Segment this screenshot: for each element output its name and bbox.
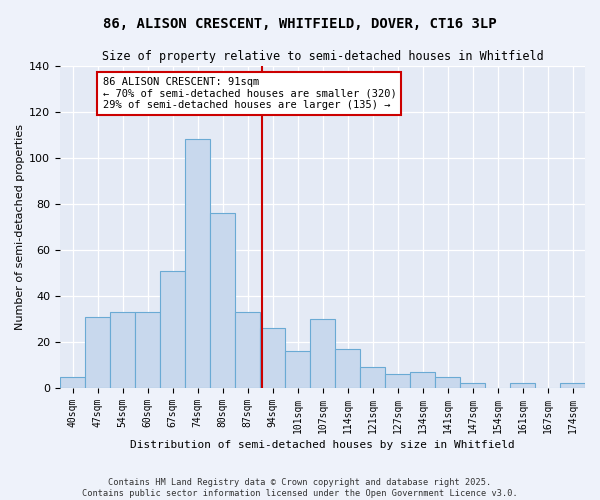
Bar — [210, 213, 235, 388]
Text: Contains HM Land Registry data © Crown copyright and database right 2025.
Contai: Contains HM Land Registry data © Crown c… — [82, 478, 518, 498]
X-axis label: Distribution of semi-detached houses by size in Whitfield: Distribution of semi-detached houses by … — [130, 440, 515, 450]
Bar — [460, 384, 485, 388]
Bar — [235, 312, 260, 388]
Bar — [85, 316, 110, 388]
Bar — [185, 140, 210, 388]
Title: Size of property relative to semi-detached houses in Whitfield: Size of property relative to semi-detach… — [101, 50, 544, 63]
Bar — [435, 376, 460, 388]
Bar — [310, 319, 335, 388]
Y-axis label: Number of semi-detached properties: Number of semi-detached properties — [15, 124, 25, 330]
Bar — [560, 384, 585, 388]
Bar — [285, 351, 310, 388]
Bar — [410, 372, 435, 388]
Bar — [385, 374, 410, 388]
Bar — [335, 349, 360, 388]
Bar — [260, 328, 285, 388]
Bar — [60, 376, 85, 388]
Bar — [110, 312, 135, 388]
Text: 86 ALISON CRESCENT: 91sqm
← 70% of semi-detached houses are smaller (320)
29% of: 86 ALISON CRESCENT: 91sqm ← 70% of semi-… — [103, 77, 396, 110]
Text: 86, ALISON CRESCENT, WHITFIELD, DOVER, CT16 3LP: 86, ALISON CRESCENT, WHITFIELD, DOVER, C… — [103, 18, 497, 32]
Bar — [360, 368, 385, 388]
Bar — [510, 384, 535, 388]
Bar — [160, 270, 185, 388]
Bar — [135, 312, 160, 388]
